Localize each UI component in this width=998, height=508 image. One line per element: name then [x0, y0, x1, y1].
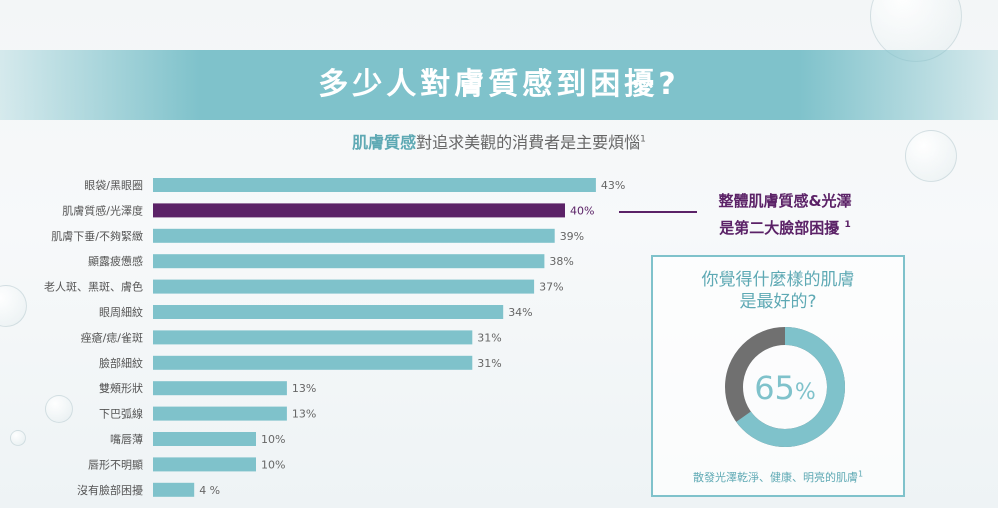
- donut-number: 65: [754, 369, 795, 407]
- data-label: 13%: [292, 382, 316, 395]
- data-label: 4 %: [199, 484, 220, 497]
- data-label: 38%: [549, 255, 573, 268]
- data-label: 37%: [539, 281, 563, 294]
- card-footer: 散發光澤乾淨、健康、明亮的肌膚1: [653, 469, 903, 485]
- category-label: 肌膚質感/光澤度: [62, 203, 143, 217]
- bar: [153, 432, 256, 446]
- donut-chart: [725, 327, 845, 447]
- data-label: 34%: [508, 306, 532, 319]
- card-question-line2: 是最好的?: [739, 292, 817, 312]
- category-label: 雙頰形狀: [99, 381, 143, 395]
- data-label: 13%: [292, 408, 316, 421]
- category-label: 肌膚下垂/不夠緊緻: [51, 229, 143, 243]
- bar: [153, 355, 473, 370]
- card-footer-note: 1: [857, 469, 864, 479]
- bar: [153, 254, 545, 269]
- chart-subtitle: 肌膚質感對追求美觀的消費者是主要煩惱1: [0, 129, 998, 153]
- callout-line2: 是第二大臉部困擾: [719, 219, 840, 237]
- category-label: 嘴唇薄: [110, 432, 143, 446]
- subtitle-rest: 對追求美觀的消費者是主要煩惱: [416, 133, 641, 152]
- data-label: 43%: [601, 179, 625, 192]
- subtitle-footnote: 1: [640, 134, 646, 145]
- bar: [153, 482, 195, 497]
- data-label: 10%: [261, 433, 285, 446]
- category-label: 眼袋/黑眼圈: [84, 178, 143, 192]
- survey-card: 你覺得什麼樣的肌膚 是最好的? 65% 散發光澤乾淨、健康、明亮的肌膚1: [651, 255, 905, 497]
- category-label: 眼周細紋: [99, 305, 143, 319]
- bar: [153, 406, 287, 421]
- bar: [153, 203, 565, 218]
- bubble-decor: [45, 395, 73, 423]
- donut-slice-main: [725, 327, 845, 447]
- bubble-decor: [905, 130, 957, 182]
- category-label: 唇形不明顯: [88, 458, 143, 471]
- card-footer-text: 散發光澤乾淨、健康、明亮的肌膚: [692, 471, 858, 484]
- card-question: 你覺得什麼樣的肌膚 是最好的?: [653, 269, 903, 313]
- data-label: 10%: [261, 458, 285, 471]
- category-label: 痤瘡/痣/雀斑: [81, 330, 143, 344]
- bar: [153, 279, 535, 294]
- bar: [153, 228, 555, 243]
- data-label: 39%: [560, 230, 584, 243]
- callout-line2-wrap: 是第二大臉部困擾 1: [700, 213, 870, 240]
- donut-value: 65%: [723, 369, 847, 407]
- donut-unit: %: [794, 380, 816, 405]
- data-label: 40%: [570, 204, 594, 217]
- card-question-line1: 你覺得什麼樣的肌膚: [701, 270, 855, 290]
- bubble-decor: [10, 430, 26, 446]
- callout: 整體肌膚質感&光澤 是第二大臉部困擾 1: [700, 189, 870, 240]
- bar: [153, 178, 596, 192]
- category-label: 下巴弧線: [99, 407, 143, 421]
- bar: [153, 305, 504, 319]
- bar: [153, 330, 473, 345]
- data-label: 31%: [477, 331, 501, 344]
- category-label: 顯露疲憊感: [88, 254, 143, 268]
- bar: [153, 381, 287, 396]
- bar-chart: 眼袋/黑眼圈 43% 肌膚質感/光澤度 40% 肌膚下垂/不夠緊緻 39% 顯露疲憊感 38%…: [44, 178, 625, 497]
- category-label: 臉部細紋: [99, 356, 143, 370]
- callout-connector: [619, 211, 697, 213]
- category-label: 沒有臉部困擾: [77, 483, 143, 497]
- bar: [153, 457, 256, 472]
- callout-footnote: 1: [844, 220, 851, 230]
- callout-line1: 整體肌膚質感&光澤: [718, 192, 852, 210]
- page-title: 多少人對膚質感到困擾?: [318, 67, 680, 102]
- category-label: 老人斑、黑斑、膚色: [44, 280, 143, 294]
- subtitle-highlight: 肌膚質感: [352, 133, 417, 152]
- title-banner: [0, 50, 998, 120]
- data-label: 31%: [477, 357, 501, 370]
